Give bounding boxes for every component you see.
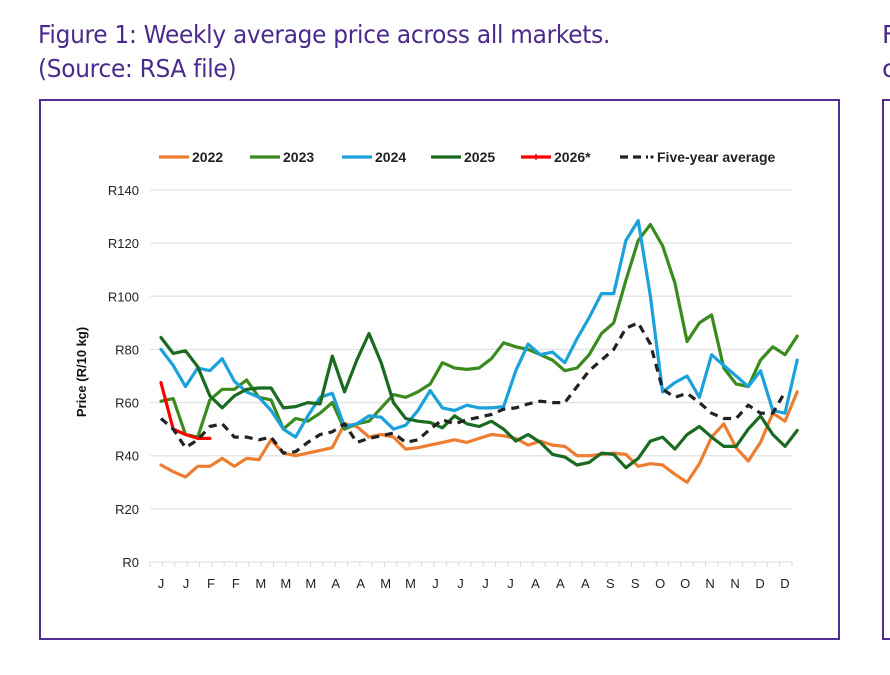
x-tick-label: A [556,576,565,591]
y-tick-label: R60 [115,396,139,411]
x-tick-label: J [183,576,190,591]
series-line-2025 [159,331,799,470]
x-tick-label: O [680,576,690,591]
x-tick-label: M [380,576,391,591]
legend: 2022 2023 2024 2025 2026* Five-year average [159,149,776,165]
x-tick-label: M [280,576,291,591]
legend-label: 2026* [554,149,591,165]
x-tick-label: J [432,576,439,591]
y-tick-label: R80 [115,342,139,357]
legend-label: 2023 [283,149,314,165]
series-line-2022 [159,390,799,484]
y-tick-label: R0 [122,555,139,570]
figure-title-line-2: (Source: RSA file) [38,54,237,83]
x-tick-label: J [158,576,165,591]
x-tick-label: A [356,576,365,591]
figure-title-line-1: Figure 1: Weekly average price across al… [38,20,611,49]
y-tick-label: R40 [115,449,139,464]
x-tick-label: M [405,576,416,591]
y-axis-ticks: R0 R20 R40 R60 R80 R100 R120 R140 [108,183,139,570]
y-tick-label: R100 [108,289,139,304]
x-tick-label: J [457,576,464,591]
x-tick-label: F [207,576,215,591]
legend-marker [650,155,654,159]
next-figure-frame [882,99,890,640]
next-figure-title-line-2: c [882,54,890,83]
series-line-2024 [159,219,799,439]
legend-item: 2024 [342,149,406,165]
series-lines [159,219,799,484]
legend-label: 2022 [192,149,223,165]
x-tick-label: M [305,576,316,591]
x-tick-label: D [780,576,789,591]
y-tick-label: R20 [115,502,139,517]
legend-item: 2026* [521,149,591,165]
next-figure-title-line-1: F [882,20,890,49]
y-tick-label: R120 [108,236,139,251]
x-tick-label: N [705,576,714,591]
series-line-five-year-average [159,321,787,455]
legend-item: 2022 [159,149,223,165]
x-tick-label: A [581,576,590,591]
x-tick-label: F [232,576,240,591]
legend-label: Five-year average [657,149,776,165]
legend-label: 2025 [464,149,495,165]
series-line-2023 [159,222,799,439]
x-tick-label: D [755,576,764,591]
x-tick-label: M [255,576,266,591]
series-line-2026 [159,381,212,440]
x-tick-label: A [531,576,540,591]
figure-title: Figure 1: Weekly average price across al… [38,18,782,86]
legend-item: 2025 [431,149,495,165]
legend-item: Five-year average [620,149,776,165]
legend-item: 2023 [250,149,314,165]
x-tick-label: J [507,576,514,591]
gridlines [150,189,792,563]
y-tick-label: R140 [108,183,139,198]
x-tick-label: J [482,576,489,591]
x-tick-label: A [331,576,340,591]
legend-label: 2024 [375,149,406,165]
y-axis-label: Price (R/10 kg) [74,327,89,417]
x-tick-label: N [730,576,739,591]
x-tick-label: S [606,576,615,591]
x-tick-label: O [655,576,665,591]
x-tick-label: S [631,576,640,591]
figure-frame [39,99,840,640]
